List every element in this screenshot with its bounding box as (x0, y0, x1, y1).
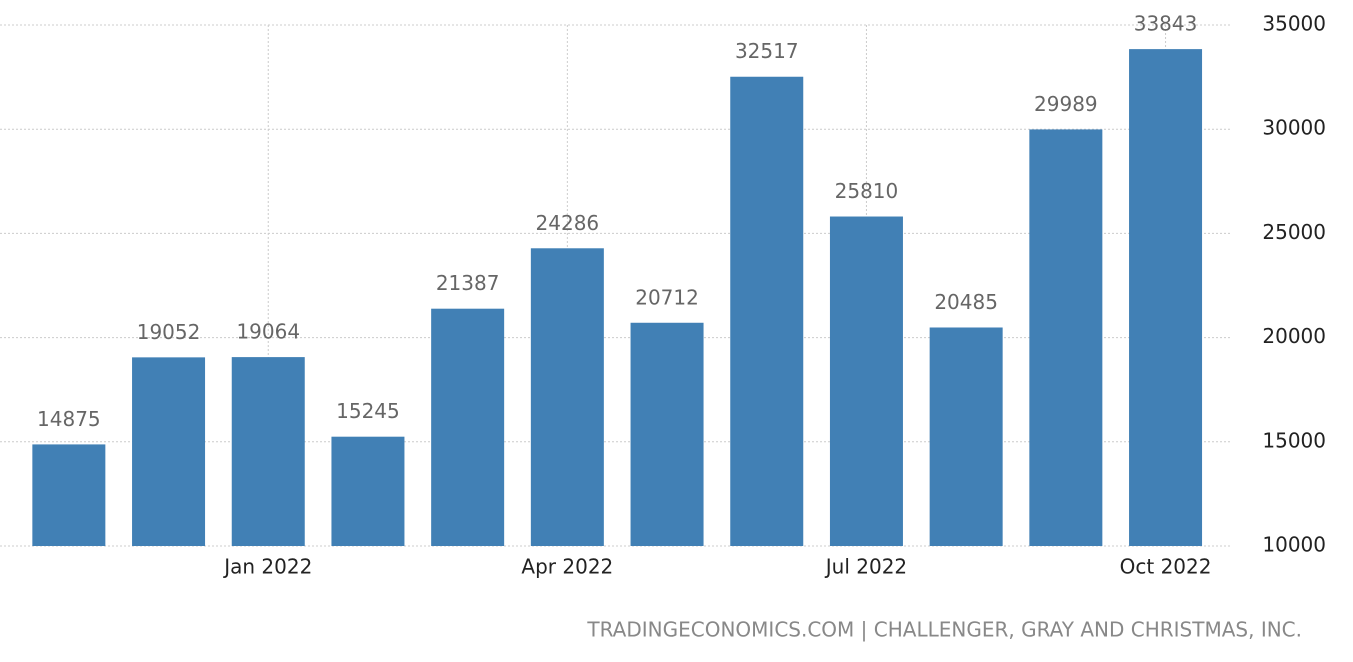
x-tick-label: Apr 2022 (521, 555, 613, 579)
bar (829, 216, 903, 547)
x-tick-label: Oct 2022 (1120, 555, 1212, 579)
bar (132, 357, 206, 546)
value-label: 20485 (934, 290, 998, 314)
bar (1129, 49, 1203, 547)
x-tick-label: Jan 2022 (222, 555, 312, 579)
bar (431, 308, 505, 546)
bar (331, 436, 405, 546)
source: TRADINGECONOMICS.COM | CHALLENGER, GRAY … (586, 618, 1302, 642)
bar (32, 444, 106, 546)
value-label: 33843 (1134, 12, 1198, 36)
value-label: 25810 (835, 179, 899, 203)
bar (1029, 129, 1103, 546)
y-tick-label: 15000 (1262, 428, 1326, 452)
bar (530, 248, 604, 546)
bar (630, 322, 704, 546)
value-label: 32517 (735, 39, 799, 63)
value-label: 21387 (436, 271, 500, 295)
bar (730, 76, 804, 546)
bar (929, 327, 1003, 546)
y-tick-label: 20000 (1262, 324, 1326, 348)
y-tick-label: 35000 (1262, 12, 1326, 36)
y-tick-label: 30000 (1262, 116, 1326, 140)
value-label: 19064 (236, 320, 300, 344)
y-tick-label: 25000 (1262, 220, 1326, 244)
value-label: 19052 (137, 320, 201, 344)
bar (231, 357, 305, 546)
x-tick-label: Jul 2022 (824, 555, 907, 579)
value-label: 24286 (536, 211, 600, 235)
value-label: 15245 (336, 399, 400, 423)
value-label: 29989 (1034, 92, 1098, 116)
y-tick-label: 10000 (1262, 533, 1326, 557)
value-label: 20712 (635, 285, 699, 309)
value-label: 14875 (37, 407, 101, 431)
